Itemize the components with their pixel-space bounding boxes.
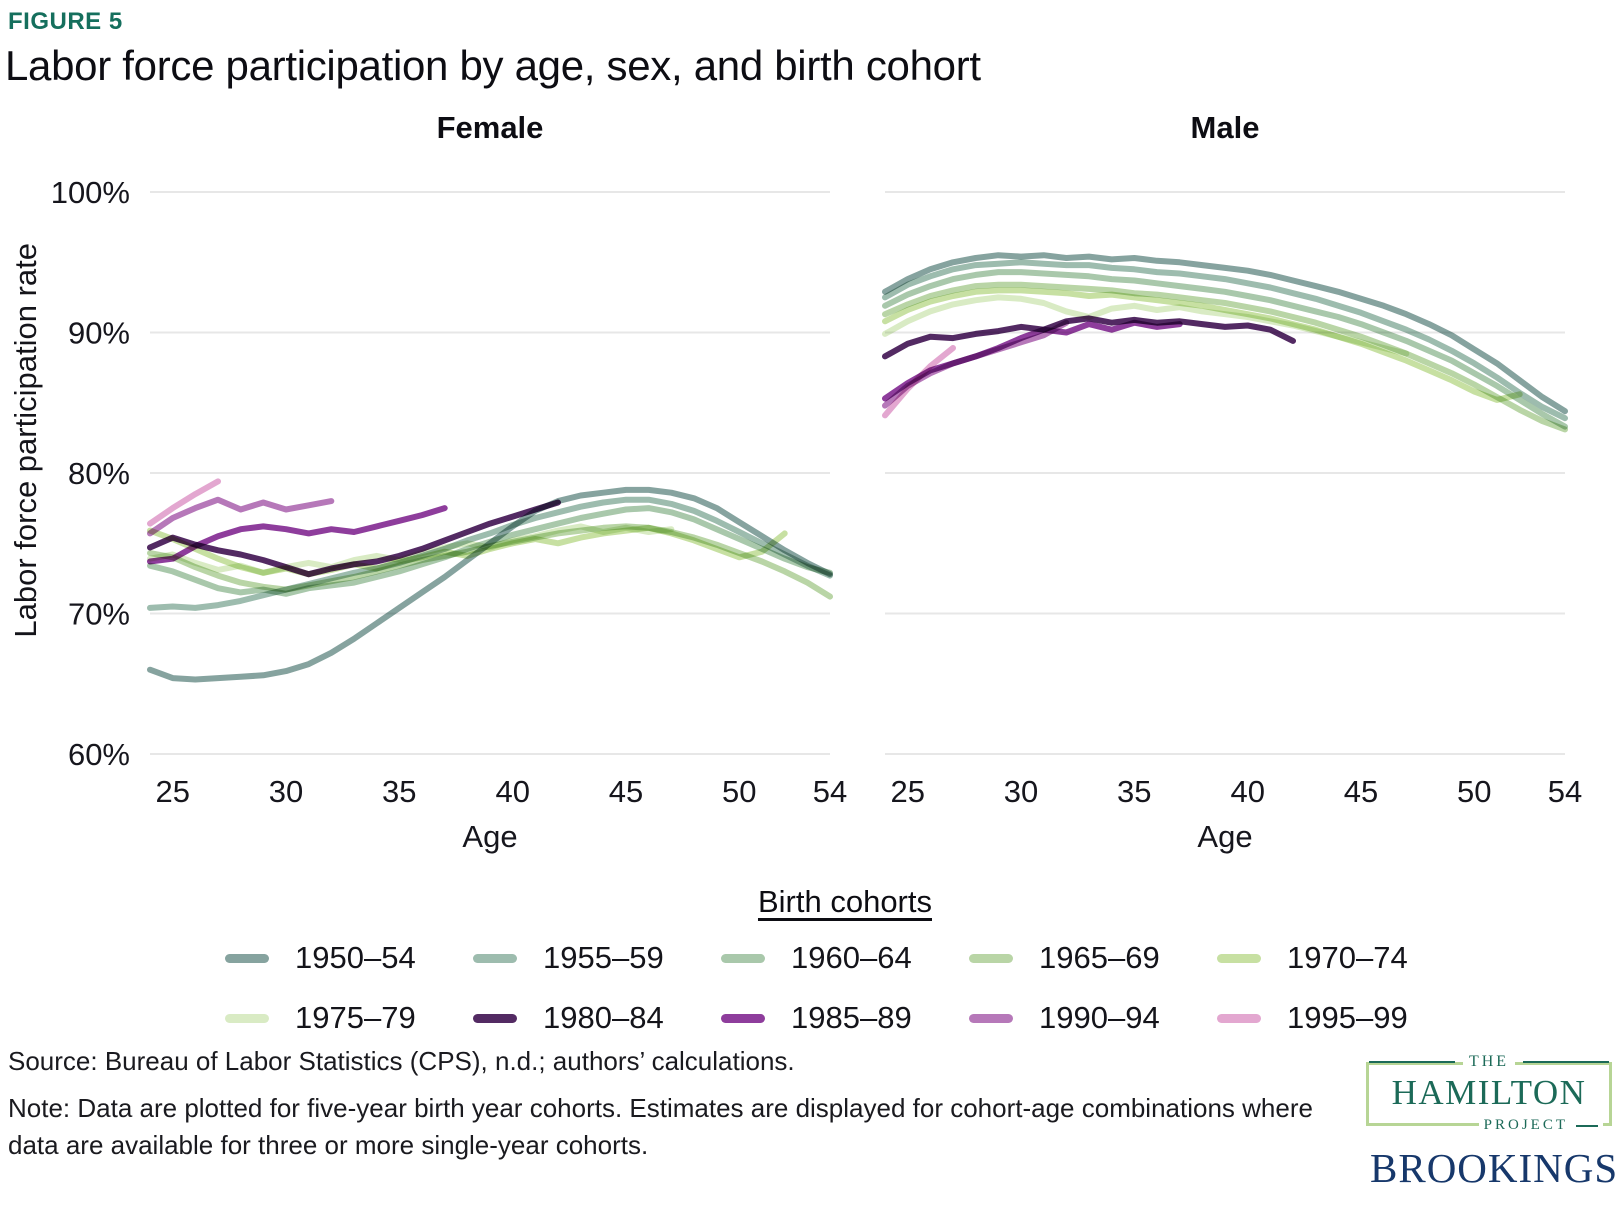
hamilton-logo-the: THE <box>1462 1053 1516 1071</box>
series-line-female-1990-94 <box>147 496 335 537</box>
source-text: Source: Bureau of Labor Statistics (CPS)… <box>8 1046 795 1076</box>
hamilton-logo-project: PROJECT <box>1483 1117 1568 1133</box>
legend-label: 1990–94 <box>1039 1000 1160 1035</box>
x-tick-label-40: 40 <box>1230 774 1264 809</box>
legend-swatch <box>1217 953 1261 963</box>
legend-label: 1980–84 <box>543 1000 664 1035</box>
x-axis-title: Age <box>462 819 517 854</box>
legend-swatch <box>969 1013 1013 1023</box>
x-tick-label-30: 30 <box>269 774 303 809</box>
legend-item-1975-79: 1975–79 <box>225 1000 473 1036</box>
brookings-logo: BROOKINGS <box>1370 1145 1616 1191</box>
hamilton-logo-project-row: PROJECT <box>1478 1117 1603 1134</box>
hamilton-project-logo: THE HAMILTON PROJECT <box>1366 1053 1612 1134</box>
legend-swatch <box>721 953 765 963</box>
series-line-female-1985-89 <box>147 505 448 565</box>
hamilton-logo-the-row: THE <box>1369 1053 1609 1071</box>
legend-grid: 1950–54 1955–59 1960–64 1965–69 1970–74 1975–… <box>225 940 1465 1036</box>
legend-swatch <box>1217 1013 1261 1023</box>
x-tick-label-50: 50 <box>722 774 756 809</box>
legend-item-1995-99: 1995–99 <box>1217 1000 1465 1036</box>
legend-label: 1985–89 <box>791 1000 912 1035</box>
series-line-male-1955-59 <box>882 259 1568 422</box>
legend-item-1970-74: 1970–74 <box>1217 940 1465 976</box>
legend-title: Birth cohorts <box>757 884 932 919</box>
series-line-male-1970-74 <box>882 287 1523 403</box>
legend-swatch <box>969 953 1013 963</box>
series-line-male-1965-69 <box>882 281 1568 433</box>
y-tick-label-80: 80% <box>68 456 130 491</box>
legend-item-1985-89: 1985–89 <box>721 1000 969 1036</box>
series-line-female-1955-59 <box>147 496 833 611</box>
y-tick-label-70: 70% <box>68 597 130 632</box>
legend-swatch <box>473 1013 517 1023</box>
series-line-male-1995-99 <box>882 345 956 419</box>
x-tick-label-35: 35 <box>1117 774 1151 809</box>
legend-item-1980-84: 1980–84 <box>473 1000 721 1036</box>
panel-title-female: Female <box>436 110 544 145</box>
x-tick-label-25: 25 <box>155 774 189 809</box>
hamilton-logo-name: HAMILTON <box>1391 1073 1587 1112</box>
series-line-female-1975-79 <box>147 523 675 576</box>
legend-label: 1975–79 <box>295 1000 416 1035</box>
x-axis-title: Age <box>1197 819 1252 854</box>
x-tick-label-45: 45 <box>609 774 643 809</box>
x-tick-label-35: 35 <box>382 774 416 809</box>
x-tick-label-54: 54 <box>813 774 847 809</box>
legend-swatch <box>721 1013 765 1023</box>
x-tick-label-50: 50 <box>1457 774 1491 809</box>
legend-label: 1960–64 <box>791 940 912 975</box>
note-text: Note: Data are plotted for five-year bir… <box>8 1093 1313 1160</box>
legend: Birth cohorts 1950–54 1955–59 1960–64 1965–… <box>225 884 1465 1036</box>
x-tick-label-25: 25 <box>890 774 924 809</box>
legend-item-1965-69: 1965–69 <box>969 940 1217 976</box>
panel-title-male: Male <box>1190 110 1260 145</box>
legend-item-1950-54: 1950–54 <box>225 940 473 976</box>
series-line-female-1995-99 <box>147 478 221 527</box>
legend-item-1960-64: 1960–64 <box>721 940 969 976</box>
legend-label: 1995–99 <box>1287 1000 1408 1035</box>
legend-item-1990-94: 1990–94 <box>969 1000 1217 1036</box>
legend-label: 1965–69 <box>1039 940 1160 975</box>
legend-swatch <box>225 953 269 963</box>
y-tick-label-100: 100% <box>51 175 130 210</box>
legend-swatch <box>225 1013 269 1023</box>
figure-number-label: FIGURE 5 <box>8 8 123 35</box>
x-tick-label-45: 45 <box>1344 774 1378 809</box>
x-tick-label-30: 30 <box>1004 774 1038 809</box>
series-line-male-1950-54 <box>882 252 1568 415</box>
legend-swatch <box>473 953 517 963</box>
x-tick-label-54: 54 <box>1548 774 1582 809</box>
x-tick-label-40: 40 <box>495 774 529 809</box>
series-line-male-1980-84 <box>882 315 1296 360</box>
legend-label: 1970–74 <box>1287 940 1408 975</box>
legend-item-1955-59: 1955–59 <box>473 940 721 976</box>
y-tick-label-60: 60% <box>68 737 130 772</box>
series-line-male-1975-79 <box>882 294 1410 357</box>
series-line-female-1980-84 <box>147 499 561 578</box>
chart-title: Labor force participation by age, sex, a… <box>5 42 981 89</box>
legend-label: 1950–54 <box>295 940 416 975</box>
y-tick-label-90: 90% <box>68 316 130 351</box>
legend-label: 1955–59 <box>543 940 664 975</box>
series-line-male-1960-64 <box>882 269 1568 430</box>
